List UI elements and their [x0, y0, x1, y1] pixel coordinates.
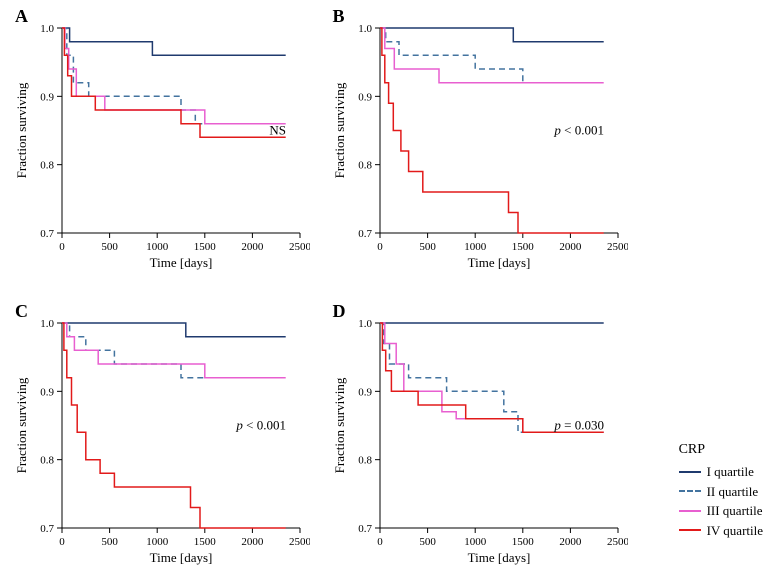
panel-B: B 050010001500200025000.70.80.91.0Time [… [328, 10, 631, 280]
svg-text:0: 0 [59, 241, 65, 253]
svg-text:Fraction surviving: Fraction surviving [14, 82, 29, 178]
svg-text:500: 500 [419, 241, 436, 253]
svg-text:Time [days]: Time [days] [150, 255, 213, 270]
svg-text:Time [days]: Time [days] [467, 550, 530, 565]
svg-text:0.8: 0.8 [358, 455, 372, 467]
svg-text:1500: 1500 [511, 241, 534, 253]
svg-text:0.9: 0.9 [358, 91, 372, 103]
svg-text:2500: 2500 [289, 241, 310, 253]
svg-text:2500: 2500 [607, 536, 628, 548]
svg-text:0.7: 0.7 [358, 523, 372, 535]
panel-C-svg: 0 500 1000 1500 2000 2500 0.7 0.8 0.9 1.0 Time [da… [10, 305, 310, 570]
svg-text:p = 0.030: p = 0.030 [553, 418, 604, 433]
svg-text:Fraction surviving: Fraction surviving [332, 377, 347, 473]
panel-B-letter: B [333, 6, 345, 27]
legend-label-1: II quartile [707, 482, 759, 502]
legend-swatch-0 [679, 471, 701, 473]
panel-A-letter: A [15, 6, 28, 27]
svg-text:1.0: 1.0 [40, 23, 54, 35]
svg-text:1000: 1000 [146, 241, 169, 253]
panel-C-letter: C [15, 301, 28, 322]
panel-D-letter: D [333, 301, 346, 322]
svg-text:0.9: 0.9 [40, 386, 54, 398]
legend-swatch-3 [679, 529, 701, 531]
svg-text:1000: 1000 [146, 536, 169, 548]
legend-row-1: II quartile [679, 482, 763, 502]
svg-text:p < 0.001: p < 0.001 [235, 418, 286, 433]
svg-text:1000: 1000 [464, 241, 487, 253]
panel-D: D 050010001500200025000.70.80.91.0Time [… [328, 305, 631, 575]
legend-row-3: IV quartile [679, 521, 763, 541]
svg-text:Time [days]: Time [days] [150, 550, 213, 565]
svg-text:1500: 1500 [194, 536, 217, 548]
svg-text:Time [days]: Time [days] [467, 255, 530, 270]
svg-text:0.7: 0.7 [358, 228, 372, 240]
svg-text:500: 500 [101, 536, 118, 548]
legend-row-2: III quartile [679, 501, 763, 521]
svg-text:2500: 2500 [289, 536, 310, 548]
svg-text:0.7: 0.7 [40, 228, 54, 240]
panel-C: C 050010001500200025000.70.80.91.0Time [… [10, 305, 313, 575]
svg-text:2000: 2000 [559, 241, 582, 253]
legend-title: CRP [679, 439, 763, 460]
legend-swatch-1 [679, 490, 701, 492]
svg-text:1.0: 1.0 [358, 318, 372, 330]
svg-text:Fraction surviving: Fraction surviving [332, 82, 347, 178]
svg-text:0.8: 0.8 [358, 160, 372, 172]
legend-label-0: I quartile [707, 462, 754, 482]
svg-text:0.9: 0.9 [358, 386, 372, 398]
svg-text:1.0: 1.0 [40, 318, 54, 330]
panel-A: A 050010001500200025000.70.80.91.0Time [… [10, 10, 313, 280]
svg-text:NS: NS [269, 123, 286, 138]
svg-text:500: 500 [101, 241, 118, 253]
legend-row-0: I quartile [679, 462, 763, 482]
panel-A-svg: 0 500 1000 1500 2000 2500 0.7 0.8 0.9 1.0 Time [da… [10, 10, 310, 275]
svg-text:1500: 1500 [194, 241, 217, 253]
panel-D-svg: 0 500 1000 1500 2000 2500 0.7 0.8 0.9 1.0 Time [da… [328, 305, 628, 570]
svg-text:p < 0.001: p < 0.001 [553, 123, 604, 138]
svg-text:0.8: 0.8 [40, 455, 54, 467]
svg-text:2000: 2000 [559, 536, 582, 548]
legend: CRP I quartile II quartile III quartile … [679, 439, 763, 540]
svg-text:1.0: 1.0 [358, 23, 372, 35]
panel-grid: A 050010001500200025000.70.80.91.0Time [… [10, 10, 630, 575]
svg-text:1500: 1500 [511, 536, 534, 548]
legend-label-3: IV quartile [707, 521, 763, 541]
panel-B-svg: 0 500 1000 1500 2000 2500 0.7 0.8 0.9 1.0 Time [da… [328, 10, 628, 275]
svg-text:2500: 2500 [607, 241, 628, 253]
svg-text:2000: 2000 [241, 241, 264, 253]
svg-text:1000: 1000 [464, 536, 487, 548]
svg-text:Fraction surviving: Fraction surviving [14, 377, 29, 473]
legend-label-2: III quartile [707, 501, 763, 521]
svg-text:0: 0 [377, 241, 383, 253]
svg-text:0: 0 [59, 536, 65, 548]
svg-text:0.9: 0.9 [40, 91, 54, 103]
svg-text:500: 500 [419, 536, 436, 548]
svg-text:0: 0 [377, 536, 383, 548]
svg-text:0.7: 0.7 [40, 523, 54, 535]
legend-swatch-2 [679, 510, 701, 512]
svg-text:2000: 2000 [241, 536, 264, 548]
svg-text:0.8: 0.8 [40, 160, 54, 172]
